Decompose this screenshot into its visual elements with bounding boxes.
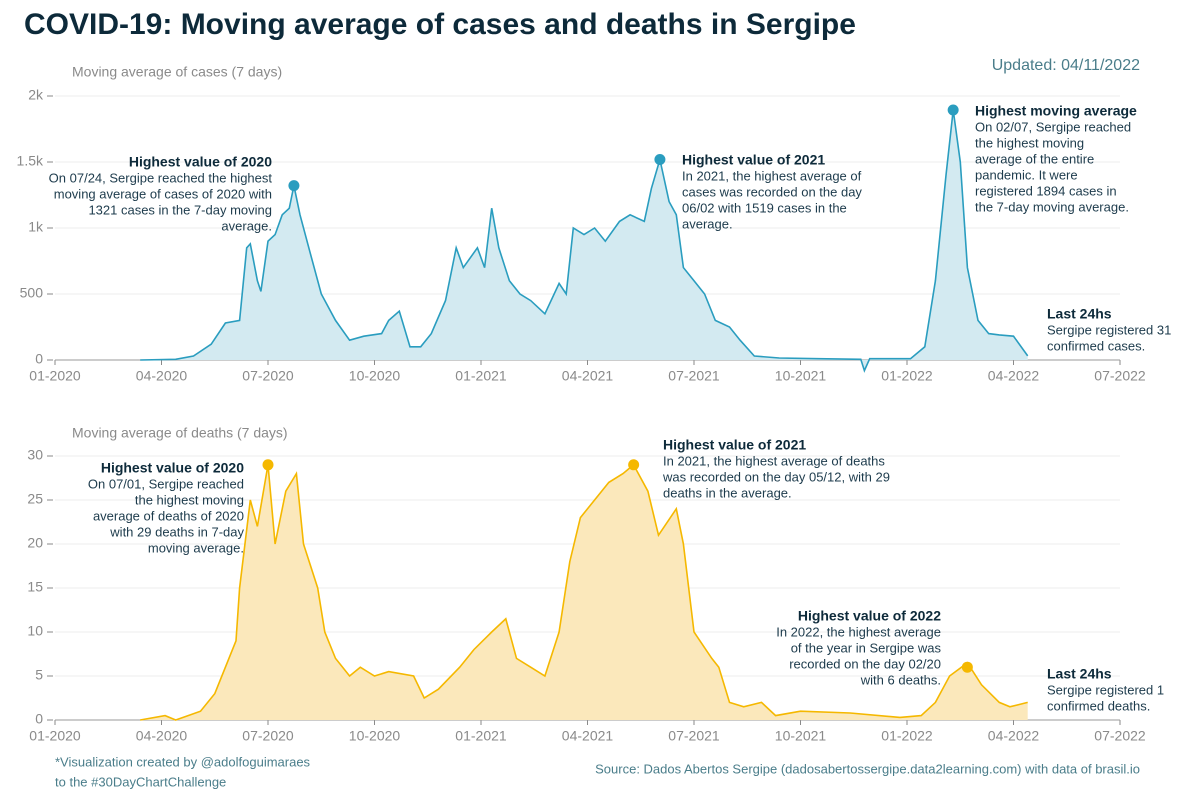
y-tick-label: 1k (28, 219, 44, 235)
area-fill (140, 464, 1028, 720)
annotation-text: average. (682, 216, 733, 231)
y-tick-label: 0 (35, 351, 43, 367)
annotation-marker (628, 459, 640, 471)
area-fill (140, 110, 1028, 371)
annotation-text: confirmed cases. (1047, 338, 1145, 353)
annotation-text: of the year in Sergipe was (791, 640, 942, 655)
x-tick-label: 01-2020 (29, 368, 81, 384)
x-tick-label: 07-2022 (1094, 368, 1146, 384)
y-axis-label: Moving average of cases (7 days) (72, 64, 282, 80)
updated: Updated: 04/11/2022 (992, 57, 1140, 74)
x-tick-label: 04-2020 (136, 368, 188, 384)
annotation-text: recorded on the day 02/20 (789, 656, 941, 671)
annotation-marker (288, 180, 300, 192)
y-tick-label: 15 (27, 579, 43, 595)
credit: *Visualization created by @adolfoguimara… (55, 754, 311, 769)
x-tick-label: 04-2022 (988, 368, 1040, 384)
x-tick-label: 01-2020 (29, 728, 81, 744)
annotation-text: average of deaths of 2020 (93, 508, 244, 523)
y-tick-label: 20 (27, 535, 43, 551)
y-tick-label: 500 (20, 285, 44, 301)
annotation-text: On 07/01, Sergipe reached (88, 476, 244, 491)
y-tick-label: 5 (35, 667, 43, 683)
x-tick-label: 10-2020 (349, 368, 401, 384)
annotation-text: confirmed deaths. (1047, 698, 1150, 713)
annotation-text: cases was recorded on the day (682, 184, 862, 199)
annotation-text: average. (221, 218, 272, 233)
annotation-text: Sergipe registered 31 (1047, 322, 1171, 337)
x-tick-label: 07-2020 (242, 728, 294, 744)
x-tick-label: 07-2020 (242, 368, 294, 384)
x-tick-label: 04-2020 (136, 728, 188, 744)
credit: to the #30DayChartChallenge (55, 774, 226, 789)
annotation-text: average of the entire (975, 151, 1094, 166)
annotation-title: Highest value of 2022 (798, 608, 941, 624)
annotation-text: with 6 deaths. (860, 672, 941, 687)
annotation-title: Highest value of 2021 (682, 152, 825, 168)
x-tick-label: 10-2021 (775, 368, 827, 384)
y-tick-label: 10 (27, 623, 43, 639)
annotation-text: registered 1894 cases in (975, 183, 1117, 198)
y-tick-label: 0 (35, 711, 43, 727)
x-tick-label: 01-2021 (455, 368, 507, 384)
y-tick-label: 25 (27, 491, 43, 507)
annotation-text: In 2021, the highest average of (682, 168, 862, 183)
annotation-title: Highest value of 2020 (129, 154, 272, 170)
annotation-text: On 07/24, Sergipe reached the highest (49, 170, 273, 185)
annotation-text: pandemic. It were (975, 167, 1078, 182)
x-tick-label: 04-2021 (562, 368, 614, 384)
x-tick-label: 01-2022 (881, 728, 933, 744)
annotation-title: Highest value of 2020 (101, 460, 244, 476)
y-tick-label: 2k (28, 87, 44, 103)
y-tick-label: 1.5k (17, 153, 44, 169)
annotation-text: moving average of cases of 2020 with (54, 186, 272, 201)
x-tick-label: 10-2020 (349, 728, 401, 744)
annotation-title: Highest value of 2021 (663, 437, 806, 453)
annotation-text: In 2021, the highest average of deaths (663, 453, 885, 468)
x-tick-label: 07-2021 (668, 368, 720, 384)
source: Source: Dados Abertos Sergipe (dadosaber… (595, 761, 1140, 776)
annotation-marker (947, 104, 959, 116)
annotation-text: the 7-day moving average. (975, 199, 1129, 214)
page-title: COVID-19: Moving average of cases and de… (24, 8, 856, 41)
annotation-text: the highest moving (135, 492, 244, 507)
annotation-text: deaths in the average. (663, 485, 792, 500)
annotation-title: Last 24hs (1047, 306, 1112, 322)
x-tick-label: 07-2022 (1094, 728, 1146, 744)
annotation-text: 06/02 with 1519 cases in the (682, 200, 847, 215)
annotation-marker (961, 661, 973, 673)
x-tick-label: 01-2021 (455, 728, 507, 744)
x-tick-label: 01-2022 (881, 368, 933, 384)
annotation-title: Last 24hs (1047, 666, 1112, 682)
annotation-text: 1321 cases in the 7-day moving (88, 202, 272, 217)
y-axis-label: Moving average of deaths (7 days) (72, 425, 288, 441)
annotation-text: In 2022, the highest average (776, 624, 941, 639)
annotation-marker (654, 153, 666, 165)
y-tick-label: 30 (27, 447, 43, 463)
x-tick-label: 10-2021 (775, 728, 827, 744)
annotation-text: the highest moving (975, 135, 1084, 150)
annotation-title: Highest moving average (975, 103, 1137, 119)
x-tick-label: 07-2021 (668, 728, 720, 744)
annotation-text: with 29 deaths in 7-day (109, 524, 244, 539)
annotation-text: On 02/07, Sergipe reached (975, 119, 1131, 134)
annotation-marker (262, 459, 274, 471)
x-tick-label: 04-2022 (988, 728, 1040, 744)
annotation-text: moving average. (148, 540, 244, 555)
annotation-text: Sergipe registered 1 (1047, 682, 1164, 697)
area-line (140, 109, 1029, 373)
x-tick-label: 04-2021 (562, 728, 614, 744)
annotation-text: was recorded on the day 05/12, with 29 (662, 469, 890, 484)
